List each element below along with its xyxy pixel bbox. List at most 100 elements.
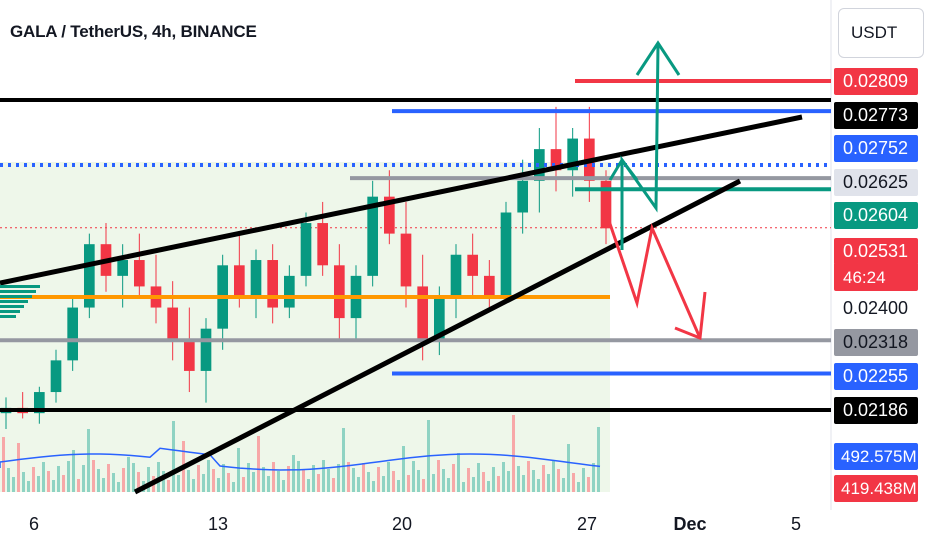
volume-bar bbox=[207, 460, 210, 492]
volume-bar bbox=[287, 466, 290, 492]
candle-body bbox=[550, 149, 562, 171]
volume-bar bbox=[327, 469, 330, 492]
volume-bar bbox=[72, 450, 75, 492]
candle-body bbox=[267, 260, 278, 308]
volume-bar bbox=[367, 472, 370, 492]
volume-profile-bar bbox=[0, 285, 40, 288]
volume-tag: 419.438M bbox=[834, 474, 918, 502]
volume-bar bbox=[172, 421, 175, 492]
x-axis-label: Dec bbox=[673, 514, 707, 534]
volume-bar bbox=[107, 464, 110, 492]
volume-bar bbox=[387, 462, 390, 492]
candle-body bbox=[167, 307, 178, 340]
volume-bar bbox=[352, 468, 355, 492]
volume-profile-bar bbox=[0, 315, 16, 318]
volume-bar bbox=[197, 465, 200, 492]
volume-bar bbox=[532, 470, 535, 492]
volume-bar bbox=[57, 466, 60, 492]
x-axis-label: 20 bbox=[391, 514, 413, 534]
volume-bar bbox=[52, 480, 55, 492]
volume-bar bbox=[177, 475, 180, 492]
volume-bar bbox=[282, 480, 285, 492]
volume-bar bbox=[512, 415, 515, 492]
price-tag: 0.02752 bbox=[834, 134, 918, 162]
candle-body bbox=[384, 196, 395, 234]
volume-bar bbox=[22, 472, 25, 492]
volume-bar bbox=[262, 467, 265, 492]
volume-bar bbox=[47, 471, 50, 492]
candle-body bbox=[184, 339, 195, 371]
volume-bar bbox=[312, 465, 315, 492]
volume-profile-bar bbox=[0, 310, 20, 313]
volume-bar bbox=[467, 468, 470, 492]
volume-bar bbox=[597, 427, 600, 492]
volume-bar bbox=[337, 464, 340, 492]
bearish-projection-path bbox=[606, 217, 702, 339]
volume-bar bbox=[97, 469, 100, 492]
volume-bar bbox=[217, 478, 220, 492]
currency-button[interactable]: USDT bbox=[838, 8, 924, 58]
volume-bar bbox=[307, 479, 310, 492]
volume-bar bbox=[112, 473, 115, 492]
volume-bar bbox=[82, 465, 85, 492]
volume-bar bbox=[137, 472, 140, 492]
volume-bar bbox=[492, 467, 495, 492]
volume-bar bbox=[497, 476, 500, 492]
volume-bar bbox=[167, 480, 170, 492]
volume-bar bbox=[332, 478, 335, 492]
candle-body bbox=[134, 260, 145, 287]
volume-bar bbox=[242, 477, 245, 492]
candle-body bbox=[67, 307, 78, 361]
volume-bar bbox=[442, 469, 445, 492]
candle-body bbox=[517, 180, 528, 213]
volume-bar bbox=[507, 471, 510, 492]
price-tag: 0.02773 bbox=[834, 101, 918, 129]
volume-bar bbox=[302, 470, 305, 492]
volume-bar bbox=[542, 465, 545, 492]
volume-bar bbox=[212, 469, 215, 492]
candle-body bbox=[200, 328, 212, 371]
volume-bar bbox=[587, 477, 590, 492]
bullish-projection-path bbox=[620, 44, 660, 250]
volume-bar bbox=[502, 462, 505, 492]
volume-bar bbox=[347, 462, 350, 492]
candle-body bbox=[250, 260, 262, 297]
volume-bar bbox=[252, 472, 255, 492]
price-tag: 0.02318 bbox=[834, 328, 918, 356]
candle-body bbox=[450, 254, 462, 297]
price-tag: 0.02531 bbox=[834, 237, 918, 265]
volume-bar bbox=[87, 429, 90, 492]
candle-body bbox=[317, 223, 328, 266]
volume-bar bbox=[447, 478, 450, 492]
candle-body bbox=[567, 138, 578, 171]
volume-bar bbox=[132, 463, 135, 492]
volume-ma-line bbox=[0, 447, 601, 471]
volume-bar bbox=[77, 479, 80, 492]
chart-title: GALA / TetherUS, 4h, BINANCE bbox=[10, 22, 257, 41]
volume-bar bbox=[522, 475, 525, 492]
price-tag: 0.02186 bbox=[834, 396, 918, 424]
volume-bar bbox=[202, 474, 205, 492]
candle-body bbox=[50, 360, 62, 393]
candle-body bbox=[367, 196, 378, 276]
price-tag: 0.02625 bbox=[834, 168, 918, 196]
volume-bar bbox=[422, 479, 425, 492]
volume-bar bbox=[577, 482, 580, 492]
x-axis-label: 13 bbox=[207, 514, 229, 534]
volume-bar bbox=[362, 463, 365, 492]
volume-bar bbox=[457, 453, 460, 492]
up-mini-arrow bbox=[608, 157, 639, 181]
candle-body bbox=[417, 286, 428, 340]
volume-bar bbox=[17, 443, 20, 492]
candle-body bbox=[334, 265, 345, 319]
volume-bar bbox=[547, 474, 550, 492]
volume-bar bbox=[62, 475, 65, 492]
volume-tag: 492.575M bbox=[834, 442, 918, 470]
volume-profile-bar bbox=[0, 305, 24, 308]
volume-bar bbox=[462, 482, 465, 492]
volume-bar bbox=[397, 480, 400, 492]
volume-bar bbox=[67, 461, 70, 492]
x-axis-label: 6 bbox=[28, 514, 40, 534]
